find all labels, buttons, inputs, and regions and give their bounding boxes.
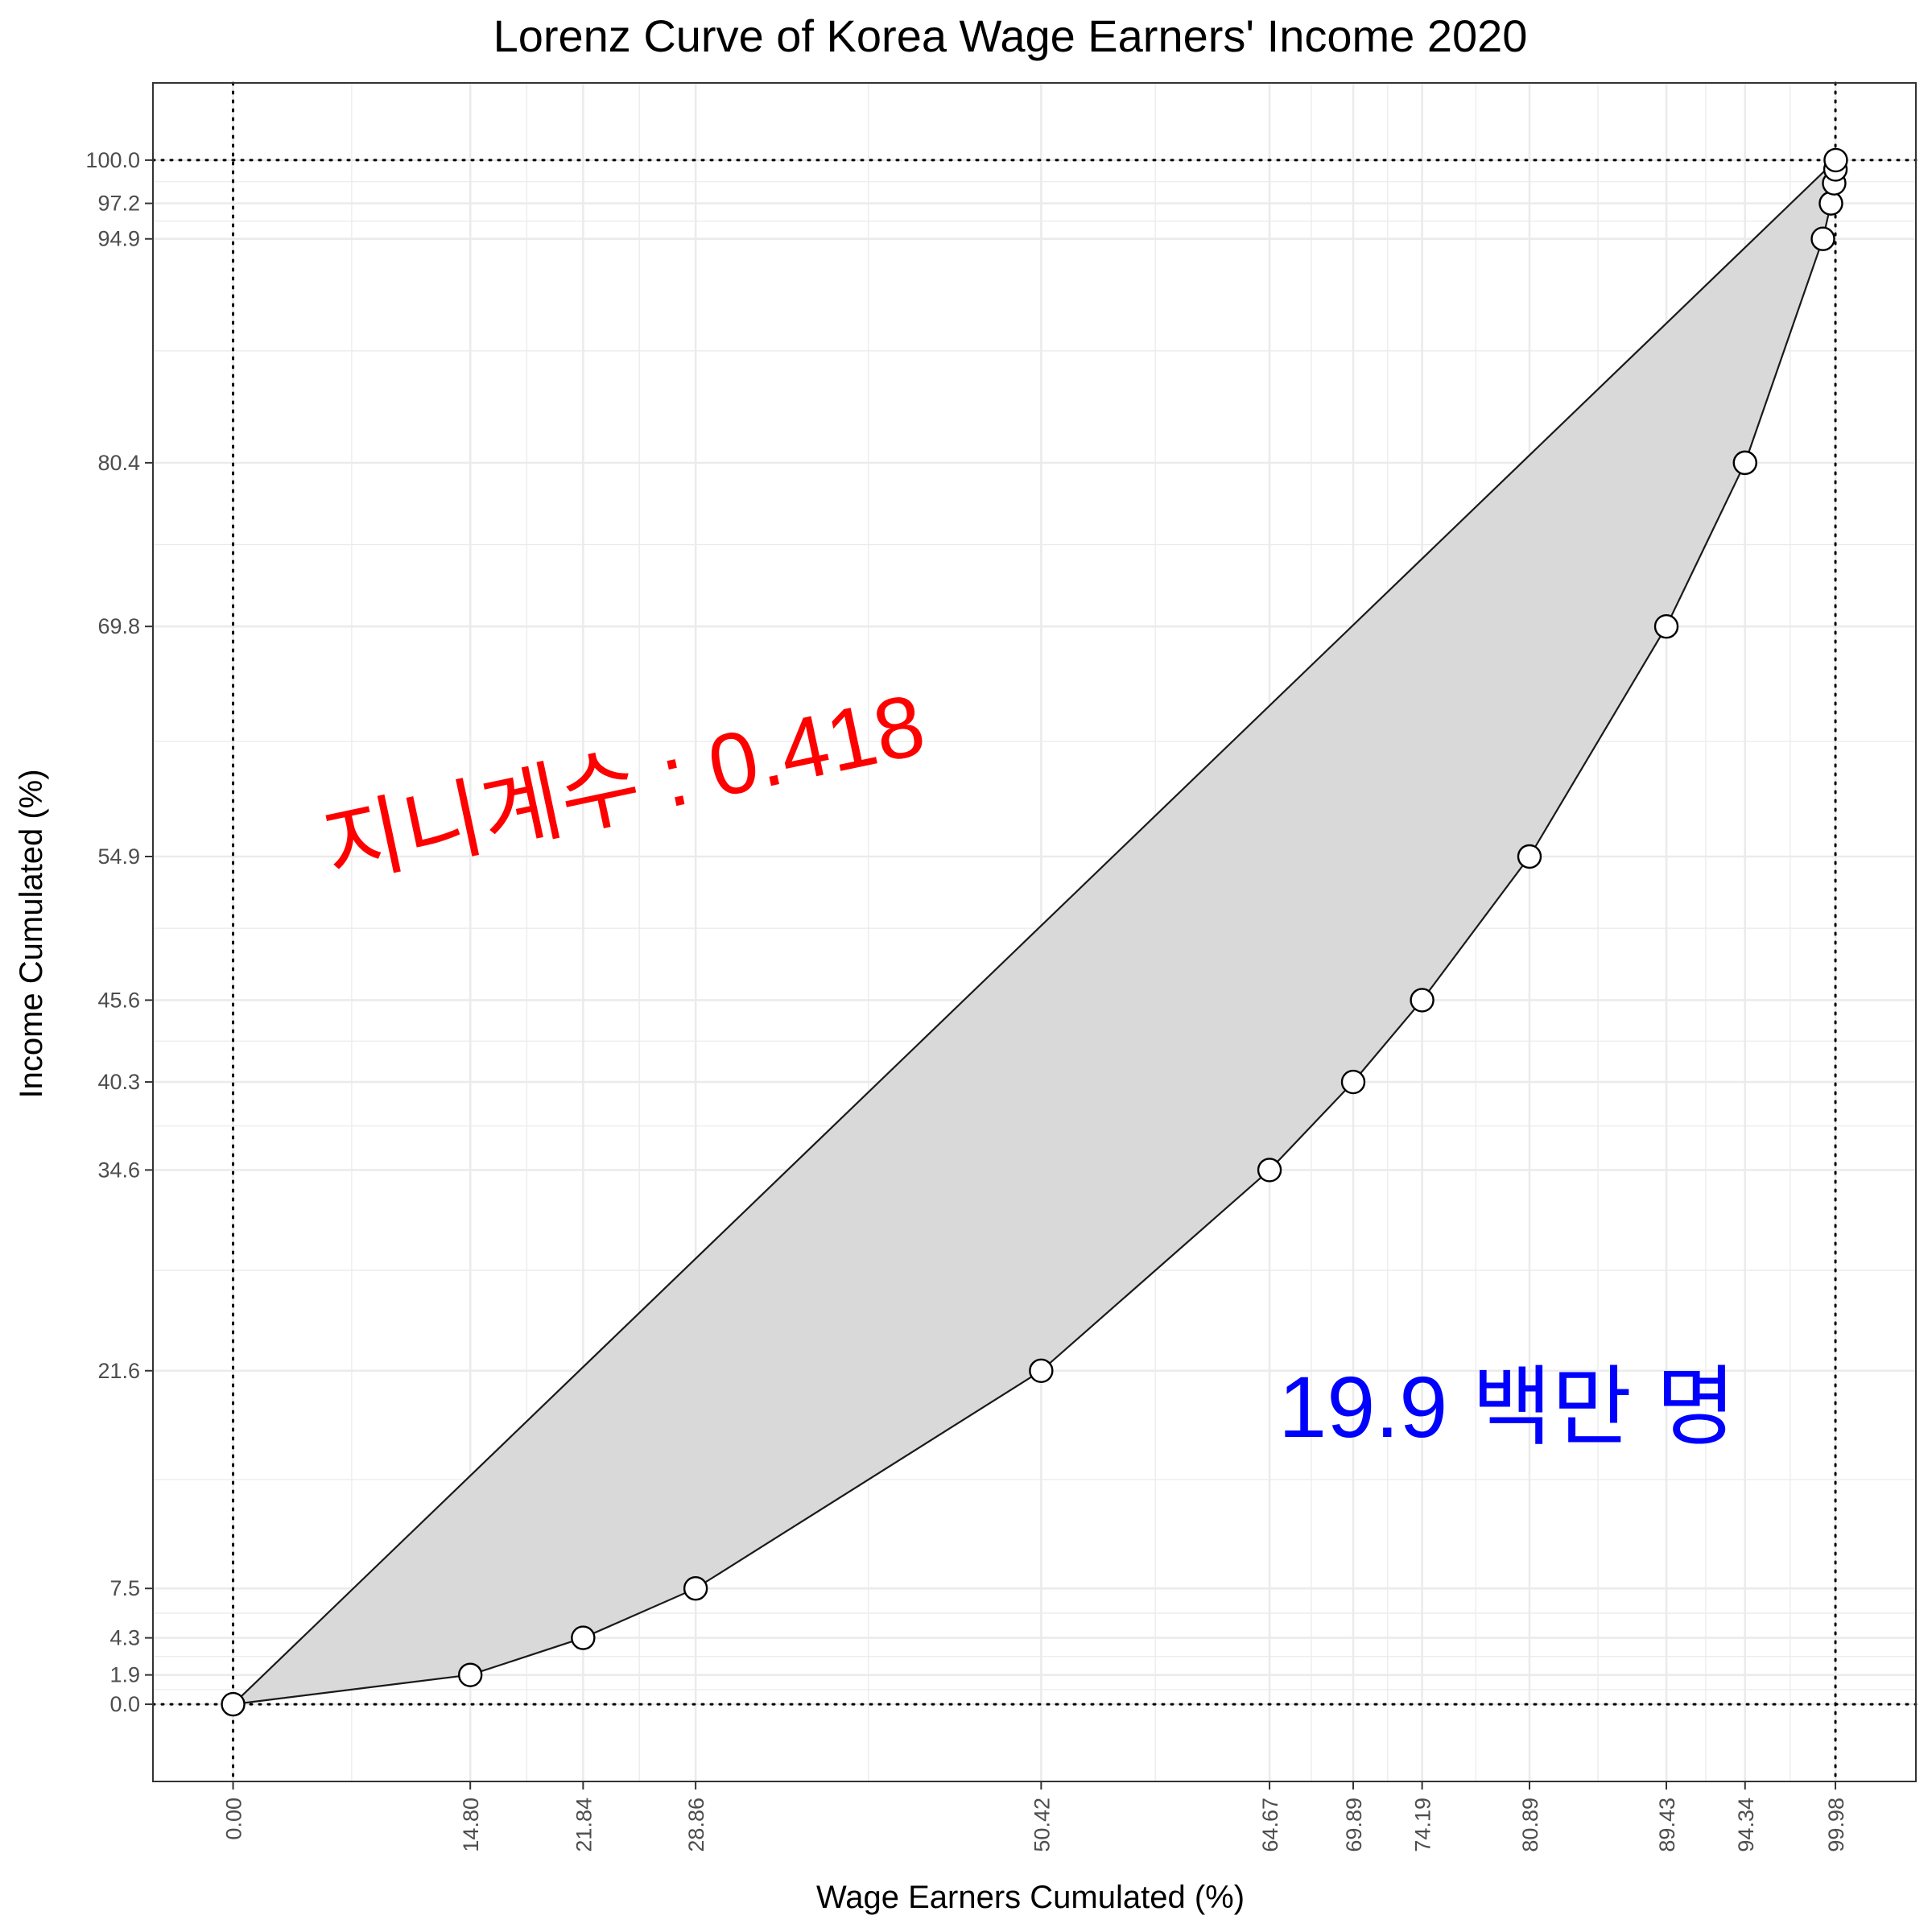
x-tick-label: 21.84: [572, 1798, 596, 1852]
y-tick-label: 0.0: [109, 1692, 140, 1716]
x-tick-label: 80.89: [1518, 1798, 1542, 1852]
y-tick-label: 69.8: [97, 614, 140, 638]
x-tick-label: 74.19: [1411, 1798, 1435, 1852]
data-point: [1340, 1069, 1366, 1095]
y-tick-label: 54.9: [97, 844, 140, 869]
y-tick-label: 7.5: [109, 1576, 140, 1600]
data-point: [1029, 1358, 1054, 1383]
data-point: [1517, 844, 1542, 869]
y-tick-label: 97.2: [97, 192, 140, 216]
y-tick-label: 94.9: [97, 227, 140, 251]
x-axis-title: Wage Earners Cumulated (%): [816, 1880, 1245, 1915]
chart-title: Lorenz Curve of Korea Wage Earners' Inco…: [493, 10, 1528, 61]
data-point: [221, 1691, 246, 1717]
x-tick-label: 99.98: [1824, 1798, 1848, 1852]
y-tick-label: 80.4: [97, 451, 140, 475]
data-points: [221, 147, 1848, 1717]
x-tick-label: 89.43: [1655, 1798, 1679, 1852]
data-point: [1823, 147, 1848, 173]
data-point: [1410, 988, 1435, 1013]
x-tick-label: 0.00: [222, 1798, 246, 1840]
x-tick-label: 94.34: [1734, 1798, 1758, 1852]
x-tick-label: 14.80: [459, 1798, 483, 1852]
y-tick-label: 100.0: [85, 148, 140, 172]
y-axis-ticks: 0.0 1.9 4.3 7.5 21.6 34.6 40.3 45.6 54.9 69.8 80.4…: [85, 148, 153, 1716]
panel-border: [152, 82, 1917, 1782]
data-point: [1818, 191, 1843, 216]
x-tick-label: 69.89: [1342, 1798, 1366, 1852]
data-point: [1257, 1158, 1282, 1183]
x-axis-ticks: 0.00 14.80 21.84 28.86 50.42 64.67 69.89 74.19 8…: [222, 1781, 1848, 1852]
x-tick-label: 64.67: [1258, 1798, 1282, 1852]
x-tick-label: 50.42: [1030, 1798, 1054, 1852]
data-point: [1653, 614, 1679, 639]
reference-lines: [151, 81, 1918, 1783]
y-tick-label: 45.6: [97, 988, 140, 1012]
equality-line: [232, 159, 1837, 1705]
y-tick-label: 40.3: [97, 1070, 140, 1094]
y-tick-label: 34.6: [97, 1158, 140, 1182]
y-tick-label: 21.6: [97, 1359, 140, 1383]
data-point: [683, 1576, 708, 1601]
y-axis-title: Income Cumulated (%): [14, 769, 49, 1098]
data-point: [458, 1662, 483, 1687]
x-tick-label: 28.86: [684, 1798, 708, 1852]
y-tick-label: 4.3: [109, 1626, 140, 1650]
data-point: [1732, 450, 1757, 476]
data-point: [1810, 226, 1835, 251]
y-tick-label: 1.9: [109, 1663, 140, 1687]
annotation-label: 19.9 백만 명: [1278, 1358, 1736, 1455]
data-point: [571, 1625, 596, 1650]
